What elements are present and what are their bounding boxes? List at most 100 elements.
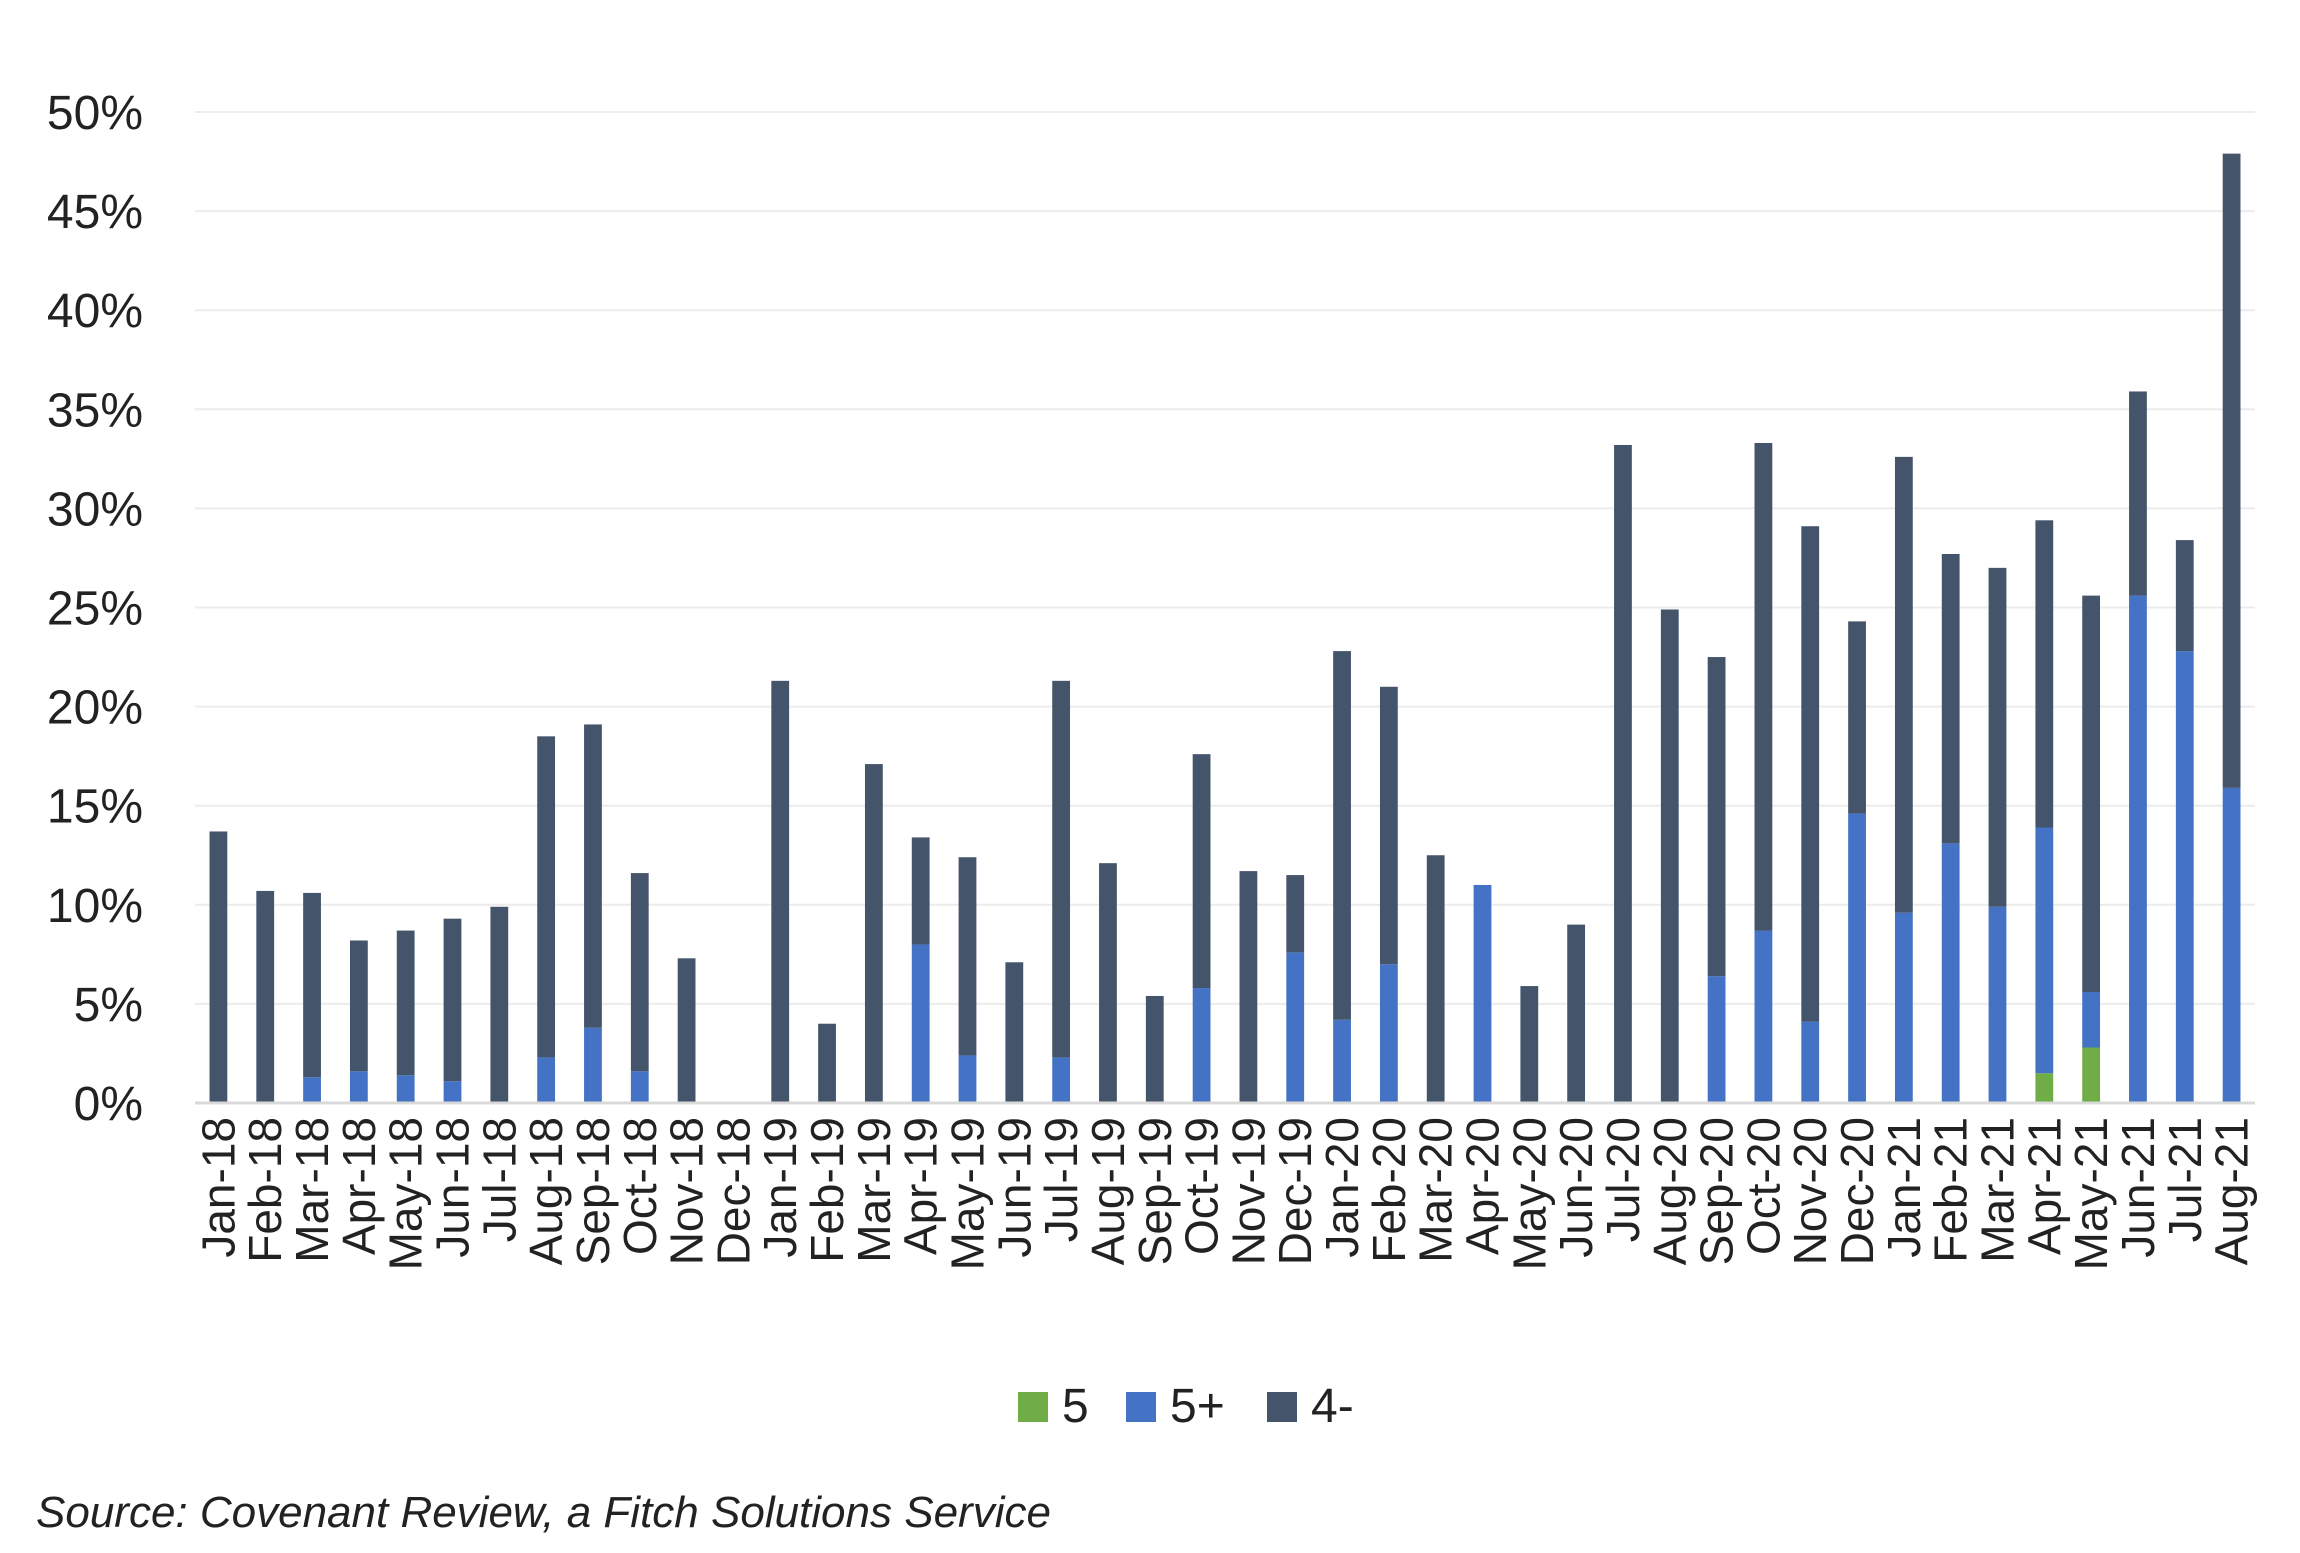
bar-segment-4- (2035, 520, 2054, 828)
bars (209, 153, 2241, 1103)
bar-segment-5+ (1941, 843, 1960, 1103)
x-tick-label: Feb-20 (1363, 1117, 1415, 1263)
bar-segment-5+ (1052, 1057, 1071, 1103)
x-tick-label: Apr-19 (895, 1117, 947, 1255)
bar-segment-4- (1707, 657, 1726, 977)
bar-segment-4- (2129, 391, 2147, 596)
x-tick-label: Feb-21 (1925, 1117, 1977, 1263)
bar-segment-4- (864, 764, 883, 1103)
x-tick-label: Mar-20 (1410, 1117, 1462, 1263)
bar-segment-5+ (2035, 827, 2054, 1074)
legend-label: 5 (1062, 1380, 1089, 1433)
x-tick-label: May-19 (942, 1117, 994, 1270)
x-tick-label: Mar-21 (1972, 1117, 2024, 1263)
bar-segment-4- (2175, 540, 2194, 652)
x-tick-label: Jun-18 (427, 1117, 479, 1258)
bar-segment-4- (1333, 651, 1351, 1020)
bar-segment-4- (209, 831, 228, 1103)
bar-segment-4- (630, 873, 649, 1072)
bar-segment-4- (490, 906, 509, 1103)
bar-segment-5+ (1473, 884, 1492, 1103)
x-tick-label: Jan-20 (1316, 1117, 1368, 1258)
bar-segment-5+ (443, 1081, 462, 1103)
y-tick-label: 30% (47, 483, 143, 536)
bar-segment-4- (1239, 871, 1258, 1103)
bar-segment-4- (1988, 567, 2007, 907)
x-tick-label: Aug-20 (1644, 1117, 1696, 1265)
bar-segment-4- (2222, 153, 2241, 788)
x-tick-label: Aug-19 (1082, 1117, 1134, 1265)
bar-segment-5+ (349, 1071, 368, 1103)
x-tick-label: May-20 (1503, 1117, 1555, 1270)
bar-segment-5+ (1286, 952, 1305, 1103)
x-tick-label: Jul-21 (2159, 1117, 2211, 1242)
legend: 5 5+ 4- (1018, 1380, 1354, 1433)
y-tick-label: 15% (47, 781, 143, 834)
bar-segment-4- (1754, 442, 1773, 931)
bar-segment-4- (1614, 444, 1632, 1103)
x-tick-label: Nov-20 (1784, 1117, 1836, 1265)
bar-segment-4- (1426, 855, 1445, 1103)
bar-segment-4- (303, 892, 321, 1078)
y-tick-label: 25% (47, 583, 143, 636)
x-tick-label: Jul-18 (473, 1117, 525, 1242)
y-tick-label: 40% (47, 285, 143, 338)
y-tick-label: 50% (47, 87, 143, 140)
bar-segment-4- (677, 958, 696, 1103)
bar-segment-5+ (1801, 1021, 1820, 1103)
bar-segment-4- (1099, 863, 1117, 1103)
bar-segment-5+ (1848, 813, 1866, 1103)
x-tick-label: Feb-19 (801, 1117, 853, 1263)
x-tick-label: May-18 (380, 1117, 432, 1270)
x-tick-label: Jul-20 (1597, 1117, 1649, 1242)
bar-segment-5+ (2129, 595, 2147, 1103)
bar-segment-5+ (2082, 992, 2101, 1048)
y-tick-label: 20% (47, 682, 143, 735)
bar-segment-4- (1801, 526, 1820, 1022)
bar-segment-5 (2035, 1073, 2054, 1103)
bar-segment-4- (1894, 456, 1913, 913)
x-tick-label: Jun-19 (988, 1117, 1040, 1258)
bar-segment-5+ (1707, 976, 1726, 1103)
x-tick-label: Aug-21 (2206, 1117, 2258, 1265)
x-tick-label: Jun-21 (2112, 1117, 2164, 1258)
x-tick-label: Jan-21 (1878, 1117, 1930, 1258)
bar-segment-5+ (303, 1077, 321, 1103)
bar-segment-4- (1052, 680, 1071, 1058)
bar-segment-4- (2082, 595, 2101, 993)
bar-segment-5+ (1379, 964, 1398, 1103)
x-tick-label: May-21 (2065, 1117, 2117, 1270)
x-tick-label: Mar-18 (286, 1117, 338, 1263)
x-tick-label: Dec-20 (1831, 1117, 1883, 1265)
y-tick-label: 35% (47, 384, 143, 437)
legend-label: 5+ (1170, 1380, 1225, 1433)
bar-segment-4- (1005, 962, 1024, 1103)
x-tick-label: Sep-18 (567, 1117, 619, 1265)
bar-segment-4- (1941, 553, 1960, 844)
bar-segment-4- (1379, 686, 1398, 965)
bar-segment-5+ (537, 1057, 556, 1103)
bar-segment-4- (256, 890, 275, 1103)
bar-segment-4- (1567, 924, 1586, 1103)
bar-segment-4- (818, 1023, 836, 1103)
bar-segment-4- (349, 940, 368, 1072)
bar-segment-5+ (584, 1027, 602, 1103)
bar-segment-5+ (1894, 912, 1913, 1103)
x-tick-label: Mar-19 (848, 1117, 900, 1263)
bar-segment-4- (1286, 875, 1305, 953)
bar-segment-4- (443, 918, 462, 1082)
x-tick-label: Jan-18 (192, 1117, 244, 1258)
bar-segment-4- (1520, 986, 1539, 1103)
x-tick-label: Oct-20 (1737, 1117, 1789, 1255)
bar-segment-4- (771, 680, 790, 1103)
x-tick-label: Apr-20 (1457, 1117, 1509, 1255)
bar-segment-5+ (1988, 906, 2007, 1103)
bar-segment-4- (1145, 995, 1164, 1103)
bar-segment-4- (958, 857, 977, 1056)
x-tick-label: Jun-20 (1550, 1117, 1602, 1258)
x-tick-label: Nov-19 (1222, 1117, 1274, 1265)
bar-segment-5+ (1192, 988, 1211, 1103)
x-tick-label: Jan-19 (754, 1117, 806, 1258)
bar-segment-5+ (2222, 787, 2241, 1103)
